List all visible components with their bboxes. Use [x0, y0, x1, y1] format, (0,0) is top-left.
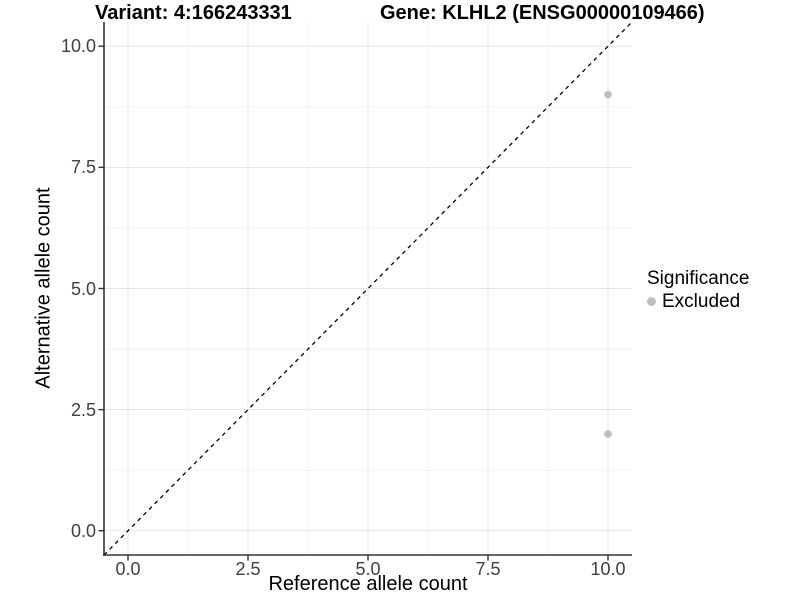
- y-tick-label: 7.5: [70, 157, 96, 178]
- y-axis-title: Alternative allele count: [32, 187, 55, 389]
- y-tick-label: 0.0: [70, 520, 96, 541]
- legend-marker-icon: [647, 297, 656, 306]
- legend: Significance Excluded: [647, 268, 749, 312]
- x-tick-label: 2.5: [235, 559, 261, 579]
- data-point: [604, 430, 612, 438]
- y-tick-label: 5.0: [70, 278, 96, 299]
- data-point: [604, 90, 612, 99]
- legend-title: Significance: [647, 268, 750, 289]
- legend-item-excluded: Excluded: [647, 291, 749, 312]
- x-tick-label: 0.0: [115, 559, 141, 579]
- plot-title-variant: Variant: 4:166243331: [95, 2, 292, 24]
- identity-dashed-line: [103, 21, 633, 556]
- x-tick-label: 5.0: [355, 559, 381, 579]
- y-tick-label: 2.5: [70, 399, 96, 420]
- x-axis-title: Reference allele count: [268, 573, 468, 595]
- x-tick-label: 7.5: [475, 559, 501, 579]
- y-tick-label: 10.0: [60, 36, 96, 57]
- x-tick-label: 10.0: [590, 559, 626, 579]
- plot-title-gene: Gene: KLHL2 (ENSG00000109466): [380, 2, 705, 24]
- legend-item-label: Excluded: [662, 291, 741, 312]
